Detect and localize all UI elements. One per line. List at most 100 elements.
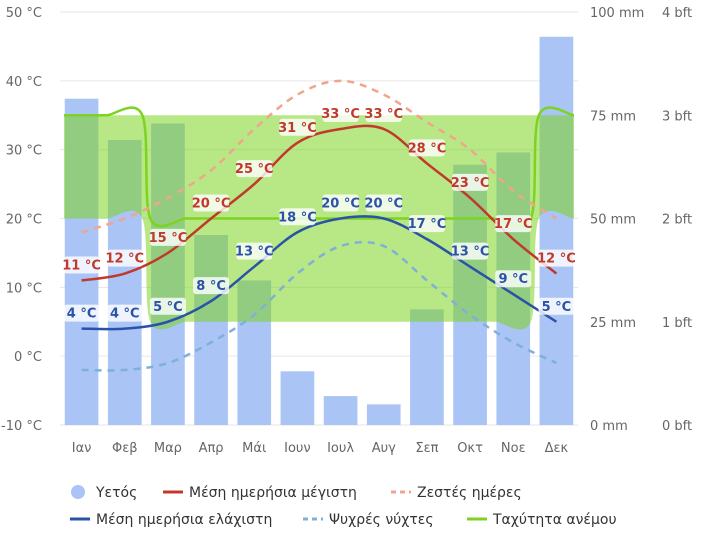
data-label-bg <box>63 256 100 274</box>
data-label-text: 4 °C <box>67 307 97 322</box>
data-label-text: 12 °C <box>537 252 576 267</box>
x-tick-label: Μάι <box>242 441 266 456</box>
data-label-bg <box>106 304 143 322</box>
legend-label: Μέση ημερήσια μέγιστη <box>189 485 357 501</box>
y-tick-label-temp: -10 °C <box>1 419 42 434</box>
x-tick-label: Απρ <box>199 441 224 456</box>
max-data-label: 25 °C <box>235 160 274 178</box>
max-data-label: 23 °C <box>451 173 490 191</box>
max-data-label: 15 °C <box>149 228 188 246</box>
y-tick-label-wind: 2 bft <box>662 213 692 228</box>
data-label-bg <box>193 277 230 295</box>
data-label-bg <box>365 105 402 123</box>
max-line <box>81 124 558 282</box>
min-data-label: 20 °C <box>364 194 403 212</box>
data-label-text: 31 °C <box>278 121 317 136</box>
y-tick-label-temp: 20 °C <box>6 213 42 228</box>
data-label-bg <box>495 270 532 288</box>
data-label-bg <box>322 105 359 123</box>
data-label-text: 33 °C <box>364 107 403 122</box>
precip-bar <box>280 371 315 425</box>
legend-label: Ταχύτητα ανέμου <box>492 512 617 528</box>
y-tick-label-temp: 0 °C <box>14 350 42 365</box>
y-tick-label-wind: 1 bft <box>662 316 692 331</box>
legend-marker <box>71 485 85 499</box>
data-label-text: 33 °C <box>321 107 360 122</box>
data-label-text: 13 °C <box>235 245 274 260</box>
y-tick-label-precip: 25 mm <box>590 316 636 331</box>
cold-line <box>81 240 557 372</box>
y-tick-label-temp: 30 °C <box>6 144 42 159</box>
x-tick-label: Οκτ <box>457 441 483 456</box>
data-label-bg <box>408 215 445 233</box>
precip-bar <box>366 404 401 425</box>
data-label-text: 25 °C <box>235 162 274 177</box>
data-label-text: 20 °C <box>364 197 403 212</box>
temperature-lines <box>81 79 558 372</box>
data-label-text: 15 °C <box>149 231 188 246</box>
data-label-bg <box>236 242 273 260</box>
data-label-text: 17 °C <box>408 217 447 232</box>
min-data-label: 5 °C <box>538 297 575 315</box>
x-tick-label: Μαρ <box>154 441 182 456</box>
legend-item-cold: Ψυχρές νύχτες <box>303 512 434 528</box>
data-label-bg <box>193 194 230 212</box>
x-tick-label: Δεκ <box>545 441 569 456</box>
legend-label: Υετός <box>95 485 137 501</box>
min-data-label: 4 °C <box>106 304 143 322</box>
max-data-label: 17 °C <box>494 215 533 233</box>
x-tick-label: Νοε <box>501 441 526 456</box>
data-label-text: 18 °C <box>278 210 317 225</box>
axis-labels: -10 °C 0 °C 10 °C 20 °C 30 °C 40 °C 50 °C 0 mm 2… <box>1 6 692 456</box>
data-label-bg <box>149 228 186 246</box>
data-label-bg <box>538 249 575 267</box>
precip-bar <box>539 36 574 425</box>
y-tick-label-wind: 3 bft <box>662 109 692 124</box>
max-data-label: 33 °C <box>364 105 403 123</box>
data-label-text: 28 °C <box>408 141 447 156</box>
data-label-text: 23 °C <box>451 176 490 191</box>
data-label-bg <box>106 249 143 267</box>
data-label-text: 13 °C <box>451 245 490 260</box>
max-data-label: 12 °C <box>537 249 576 267</box>
data-label-text: 5 °C <box>153 300 183 315</box>
min-data-label: 4 °C <box>63 304 100 322</box>
y-tick-label-temp: 10 °C <box>6 281 42 296</box>
min-line <box>81 215 558 331</box>
x-tick-label: Φεβ <box>112 441 138 456</box>
y-tick-label-precip: 75 mm <box>590 109 636 124</box>
y-tick-label-wind: 0 bft <box>662 419 692 434</box>
min-data-label: 9 °C <box>495 270 532 288</box>
legend-label: Ψυχρές νύχτες <box>329 512 434 528</box>
legend-item-hot: Ζεστές ημέρες <box>391 485 522 501</box>
precip-bar <box>410 309 444 425</box>
y-tick-label-temp: 40 °C <box>6 75 42 90</box>
max-data-label: 33 °C <box>321 105 360 123</box>
data-label-bg <box>452 242 489 260</box>
min-data-label: 13 °C <box>235 242 274 260</box>
data-label-bg <box>452 173 489 191</box>
legend-item-wind: Ταχύτητα ανέμου <box>467 512 617 528</box>
data-label-bg <box>495 215 532 233</box>
data-label-text: 9 °C <box>498 272 528 287</box>
max-data-label: 11 °C <box>62 256 101 274</box>
x-tick-label: Σεπ <box>415 441 438 456</box>
min-data-label: 13 °C <box>451 242 490 260</box>
min-data-label: 5 °C <box>149 297 186 315</box>
data-label-bg <box>322 194 359 212</box>
data-label-bg <box>63 304 100 322</box>
legend: Υετός Μέση ημερήσια μέγιστη Ζεστές ημέρες Μ… <box>70 485 617 528</box>
precip-bar <box>323 396 358 425</box>
min-data-label: 20 °C <box>321 194 360 212</box>
data-label-bg <box>365 194 402 212</box>
max-data-label: 31 °C <box>278 118 317 136</box>
legend-item-max: Μέση ημερήσια μέγιστη <box>163 485 357 501</box>
x-tick-label: Ιουν <box>284 441 311 456</box>
data-labels: 11 °C 12 °C 15 °C 20 °C 25 °C 31 °C 33 °C 33 °C… <box>62 105 576 322</box>
data-label-text: 17 °C <box>494 217 533 232</box>
y-tick-label-precip: 50 mm <box>590 213 636 228</box>
data-label-bg <box>149 297 186 315</box>
y-tick-label-precip: 0 mm <box>590 419 628 434</box>
x-tick-label: Ιαν <box>72 441 92 456</box>
